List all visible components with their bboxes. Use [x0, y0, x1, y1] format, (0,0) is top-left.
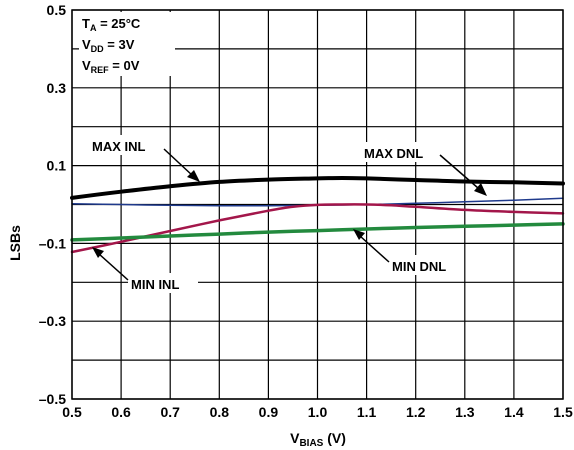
annotation-min-inl: MIN INL	[92, 247, 198, 293]
x-tick-label: 0.6	[111, 404, 131, 420]
y-tick-label: 0.3	[47, 80, 67, 96]
y-tick-label: –0.1	[39, 235, 66, 251]
x-tick-label: 1.3	[455, 404, 475, 420]
x-axis-label: VBIAS (V)	[290, 430, 346, 449]
annotation-min-dnl-arrow	[353, 229, 365, 240]
annotation-min-inl-leader	[98, 253, 129, 281]
annotation-min-dnl-leader	[359, 235, 390, 263]
annotation-max-dnl-arrow	[474, 183, 487, 196]
annotation-max-dnl-text: MAX DNL	[364, 146, 423, 161]
x-tick-label: 1.5	[553, 404, 573, 420]
annotation-bg	[389, 255, 463, 275]
x-tick-label: 1.1	[357, 404, 377, 420]
x-tick-label: 0.8	[210, 404, 230, 420]
condition-block: TA = 25°C VDD = 3V VREF = 0V	[79, 12, 175, 76]
x-tick-label: 1.2	[406, 404, 426, 420]
x-tick-label: 0.5	[62, 404, 82, 420]
annotation-bg	[360, 142, 440, 162]
annotation-max-inl-text: MAX INL	[92, 139, 146, 154]
annotation-max-inl-arrow	[187, 170, 200, 182]
annotation-bg	[128, 273, 198, 293]
series-min-dnl-line	[70, 222, 565, 242]
series-min-inl-line	[70, 203, 565, 254]
y-tick-label: –0.5	[39, 391, 66, 407]
x-tick-label: 0.9	[259, 404, 279, 420]
annotation-min-dnl-text: MIN DNL	[392, 259, 446, 274]
condition-box-bg	[79, 12, 175, 76]
x-tick-label: 1.4	[504, 404, 524, 420]
annotation-max-dnl-leader	[439, 154, 479, 189]
y-tick-label: 0.1	[47, 158, 67, 174]
y-tick-label: –0.3	[39, 313, 66, 329]
annotation-max-inl-leader	[163, 148, 194, 177]
annotation-max-inl: MAX INL	[88, 135, 200, 182]
condition-vdd: VDD = 3V	[82, 37, 135, 54]
plot-frame	[71, 9, 564, 400]
annotation-bg	[88, 135, 164, 155]
y-axis-label: LSBs	[7, 225, 23, 261]
series-lines	[70, 176, 565, 254]
x-tick-label: 0.7	[160, 404, 180, 420]
annotation-min-dnl: MIN DNL	[353, 229, 463, 275]
annotation-max-dnl: MAX DNL	[360, 142, 487, 196]
annotation-min-inl-arrow	[92, 247, 104, 258]
condition-vref: VREF = 0V	[82, 58, 140, 75]
y-tick-label: 0.5	[47, 2, 67, 18]
condition-ta: TA = 25°C	[82, 16, 141, 33]
tick-labels: 0.5 0.6 0.7 0.8 0.9 1.0 1.1 1.2 1.3 1.4 1.5 0.5 0.3 0…	[39, 2, 573, 420]
series-max-inl-line	[70, 176, 565, 200]
annotation-min-inl-text: MIN INL	[131, 277, 179, 292]
x-tick-label: 1.0	[308, 404, 328, 420]
